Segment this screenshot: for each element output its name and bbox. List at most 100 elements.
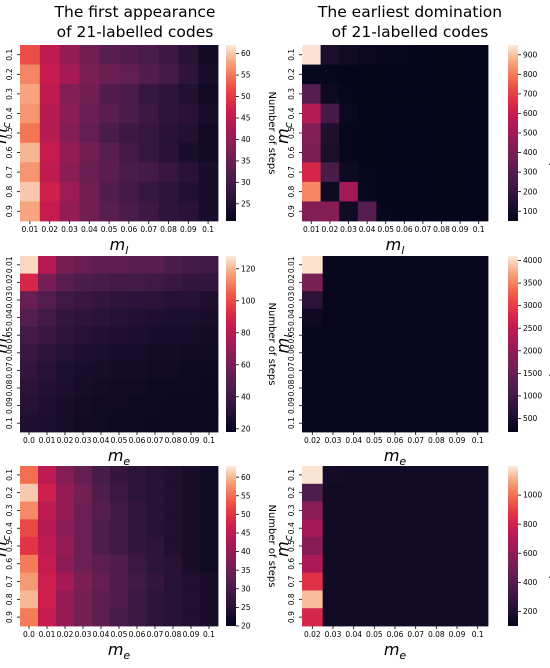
heatmap-cell <box>74 590 93 609</box>
heatmap-cell <box>198 45 219 65</box>
heatmap-cell <box>376 162 396 183</box>
heatmap-cell <box>450 45 470 65</box>
heatmap-cell <box>74 572 93 591</box>
heatmap-cell <box>146 590 165 609</box>
heatmap-cell <box>322 554 344 574</box>
y-tick-label: 0.08 <box>287 379 296 396</box>
heatmap-cell <box>413 84 433 105</box>
heatmap-cell <box>322 572 344 591</box>
heatmap-cell <box>357 201 377 222</box>
heatmap-cell <box>446 501 468 520</box>
heatmap-cell <box>110 379 129 398</box>
heatmap-cell <box>128 572 147 591</box>
heatmap-cell <box>38 590 57 609</box>
heatmap-cell <box>110 326 129 345</box>
heatmap-cell <box>395 123 414 144</box>
heatmap-cell <box>146 519 165 538</box>
y-tick-label: 0.9 <box>287 205 296 217</box>
heatmap-cell <box>146 554 165 574</box>
heatmap-cell <box>320 84 340 105</box>
heatmap-cell <box>38 308 57 327</box>
heatmap-cell <box>302 379 324 398</box>
y-tick-label: 0.1 <box>5 49 14 61</box>
heatmap-cell <box>413 181 433 202</box>
x-tick-label: 0.01 <box>39 630 56 639</box>
heatmap-cell <box>182 501 201 520</box>
heatmap-cell <box>158 142 179 163</box>
heatmap-cell <box>164 256 183 274</box>
x-tick-label: 0.05 <box>111 630 128 639</box>
heatmap-cell <box>426 273 448 292</box>
heatmap-cell <box>432 45 452 65</box>
heatmap-cell <box>384 537 406 556</box>
heatmap-cell <box>92 572 111 591</box>
colorbar-label: Number of steps <box>548 504 550 587</box>
heatmap-cell <box>178 64 199 85</box>
heatmap-cell <box>164 361 183 380</box>
colorbar-tick-label: 600 <box>523 549 538 558</box>
heatmap-cell <box>146 273 165 292</box>
heatmap-cell <box>92 256 111 274</box>
heatmap-cell <box>74 608 93 627</box>
x-tick-label: 0.06 <box>387 630 404 639</box>
column-title-first-appearance: The first appearance of 21-labelled code… <box>0 2 270 42</box>
heatmap-cell <box>20 554 39 574</box>
heatmap-cell <box>198 162 219 183</box>
heatmap-cell <box>128 537 147 556</box>
heatmap-cell <box>302 590 324 609</box>
heatmap-cell <box>56 291 75 310</box>
heatmap-cell <box>79 64 100 85</box>
heatmap-cell <box>467 379 489 398</box>
heatmap-cell <box>426 308 448 327</box>
heatmap-cell <box>164 396 183 415</box>
y-tick-label: 0.7 <box>287 166 296 178</box>
heatmap-cell <box>446 379 468 398</box>
x-tick-label: 0.05 <box>366 436 383 445</box>
heatmap-cell <box>38 466 57 485</box>
heatmap-cell <box>128 361 147 380</box>
heatmap-cell <box>469 103 489 124</box>
x-axis-label: ml <box>110 235 129 257</box>
heatmap-cell <box>469 45 489 65</box>
heatmap-cell <box>56 396 75 415</box>
heatmap-cell <box>364 554 386 574</box>
heatmap-cell <box>110 483 129 502</box>
x-tick-label: 0.02 <box>304 630 321 639</box>
heatmap-cell <box>92 396 111 415</box>
heatmap-cell <box>56 519 75 538</box>
heatmap-cell <box>56 572 75 591</box>
heatmap-cell <box>38 379 57 398</box>
y-tick-label: 0.1 <box>5 417 14 429</box>
heatmap-cell <box>467 572 489 591</box>
heatmap-cell <box>128 273 147 292</box>
colorbar <box>508 45 518 221</box>
heatmap-cell <box>384 344 406 362</box>
colorbar-tick-label: 45 <box>241 114 251 123</box>
heatmap-cell <box>110 256 129 274</box>
heatmap-cell <box>405 256 427 274</box>
heatmap-cell <box>302 326 324 345</box>
heatmap-cell <box>128 326 147 345</box>
colorbar-tick-label: 200 <box>523 187 538 196</box>
y-tick-label: 0.03 <box>5 291 14 308</box>
y-tick-label: 0.2 <box>5 68 14 80</box>
x-tick-label: 0.0 <box>23 630 35 639</box>
y-tick-label: 0.9 <box>287 611 296 623</box>
heatmap-cell <box>302 64 321 85</box>
x-tick-label: 0.07 <box>407 630 424 639</box>
heatmap-cell <box>39 64 60 85</box>
heatmap-cell <box>413 45 433 65</box>
heatmap-cell <box>200 554 219 574</box>
colorbar <box>508 256 518 432</box>
colorbar-tick-label: 40 <box>241 135 251 144</box>
heatmap-cell <box>99 201 120 222</box>
heatmap-cell <box>302 396 324 415</box>
heatmap-cell <box>164 519 183 538</box>
colorbar-tick-label: 500 <box>523 129 538 138</box>
heatmap-cell <box>200 326 219 345</box>
colorbar-tick-label: 300 <box>523 168 538 177</box>
heatmap-cell <box>178 123 199 144</box>
heatmap-cell <box>343 273 365 292</box>
heatmap-cell <box>128 256 147 274</box>
y-tick-label: 0.03 <box>287 291 296 308</box>
